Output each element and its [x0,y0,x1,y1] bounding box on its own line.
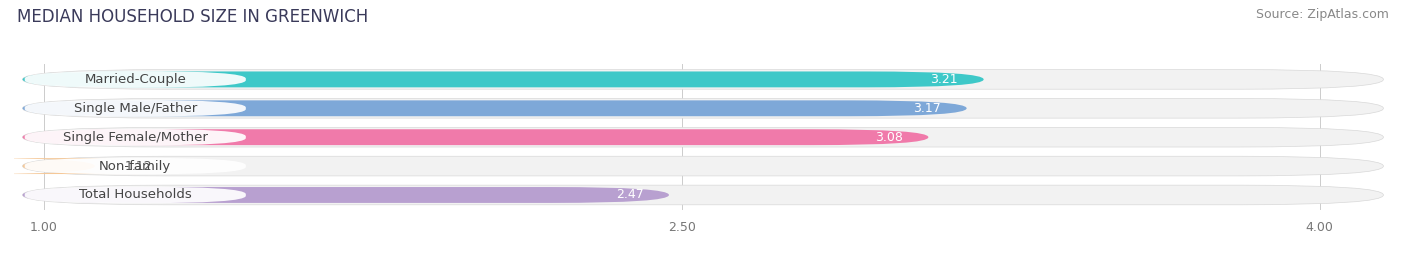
FancyBboxPatch shape [25,129,246,146]
FancyBboxPatch shape [22,72,984,87]
FancyBboxPatch shape [22,129,928,145]
Text: 1.12: 1.12 [125,160,152,173]
Text: MEDIAN HOUSEHOLD SIZE IN GREENWICH: MEDIAN HOUSEHOLD SIZE IN GREENWICH [17,8,368,26]
FancyBboxPatch shape [22,187,669,203]
FancyBboxPatch shape [25,158,246,174]
FancyBboxPatch shape [22,156,1384,176]
Text: 3.21: 3.21 [931,73,957,86]
FancyBboxPatch shape [25,187,246,203]
Text: Married-Couple: Married-Couple [84,73,186,86]
FancyBboxPatch shape [0,158,139,174]
Text: Single Female/Mother: Single Female/Mother [63,131,208,144]
FancyBboxPatch shape [22,127,1384,147]
Text: Total Households: Total Households [79,189,191,201]
FancyBboxPatch shape [22,70,1384,89]
FancyBboxPatch shape [25,100,246,117]
FancyBboxPatch shape [22,100,967,116]
Text: Single Male/Father: Single Male/Father [73,102,197,115]
Text: Source: ZipAtlas.com: Source: ZipAtlas.com [1256,8,1389,21]
Text: 3.08: 3.08 [875,131,903,144]
Text: 2.47: 2.47 [616,189,644,201]
FancyBboxPatch shape [22,98,1384,118]
Text: Non-family: Non-family [100,160,172,173]
Text: 3.17: 3.17 [914,102,941,115]
FancyBboxPatch shape [25,71,246,88]
FancyBboxPatch shape [22,185,1384,205]
